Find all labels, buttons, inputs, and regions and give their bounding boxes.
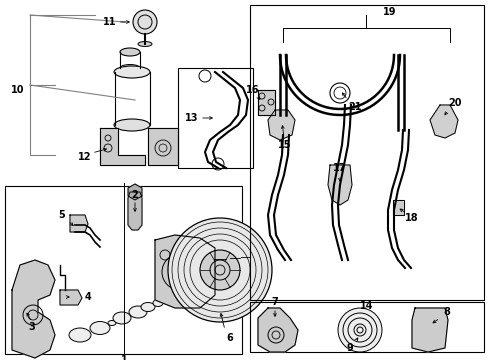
Polygon shape (128, 184, 142, 200)
Text: 9: 9 (346, 343, 353, 353)
Polygon shape (60, 290, 82, 305)
Text: 14: 14 (360, 301, 373, 311)
Bar (249, 302, 483, 352)
Text: 12: 12 (78, 152, 92, 162)
Ellipse shape (114, 119, 150, 131)
Text: 20: 20 (447, 98, 461, 108)
Polygon shape (70, 215, 88, 232)
Text: 18: 18 (405, 213, 418, 223)
Text: 15: 15 (278, 140, 291, 150)
Bar (249, 5, 483, 300)
Circle shape (200, 250, 240, 290)
Text: 16: 16 (246, 85, 259, 95)
Polygon shape (258, 308, 297, 352)
Circle shape (337, 308, 381, 352)
Circle shape (168, 218, 271, 322)
Text: 2: 2 (131, 190, 138, 200)
Ellipse shape (120, 64, 140, 72)
Text: 4: 4 (84, 292, 91, 302)
Text: 5: 5 (59, 210, 65, 220)
Polygon shape (411, 308, 447, 352)
Text: 6: 6 (226, 333, 233, 343)
Circle shape (138, 15, 152, 29)
Ellipse shape (69, 328, 91, 342)
Polygon shape (12, 260, 55, 358)
Text: 21: 21 (347, 102, 361, 112)
Ellipse shape (113, 312, 131, 324)
Polygon shape (148, 128, 178, 165)
Ellipse shape (141, 302, 155, 311)
Bar (178, 68, 252, 168)
Ellipse shape (229, 257, 240, 273)
Bar (5, 186, 242, 354)
Circle shape (342, 313, 376, 347)
Polygon shape (100, 128, 145, 165)
Polygon shape (258, 90, 274, 115)
Text: 3: 3 (29, 322, 35, 332)
Ellipse shape (90, 321, 110, 334)
Polygon shape (327, 165, 351, 205)
Polygon shape (429, 105, 457, 138)
Polygon shape (155, 235, 215, 308)
Ellipse shape (120, 48, 140, 56)
Ellipse shape (214, 258, 225, 278)
Polygon shape (267, 110, 294, 140)
Polygon shape (392, 200, 403, 215)
Text: 17: 17 (332, 163, 346, 173)
Ellipse shape (153, 300, 163, 306)
Text: 13: 13 (185, 113, 198, 123)
Text: 11: 11 (103, 17, 117, 27)
Polygon shape (128, 192, 142, 230)
Text: 10: 10 (11, 85, 25, 95)
Text: 7: 7 (271, 297, 278, 307)
Ellipse shape (138, 41, 152, 46)
Text: 19: 19 (383, 7, 396, 17)
Ellipse shape (114, 66, 150, 78)
Circle shape (347, 318, 371, 342)
Text: 8: 8 (443, 307, 449, 317)
Ellipse shape (241, 256, 248, 270)
Ellipse shape (129, 306, 147, 318)
Circle shape (133, 10, 157, 34)
Ellipse shape (108, 320, 116, 325)
Text: 1: 1 (121, 355, 127, 360)
Circle shape (353, 324, 365, 336)
